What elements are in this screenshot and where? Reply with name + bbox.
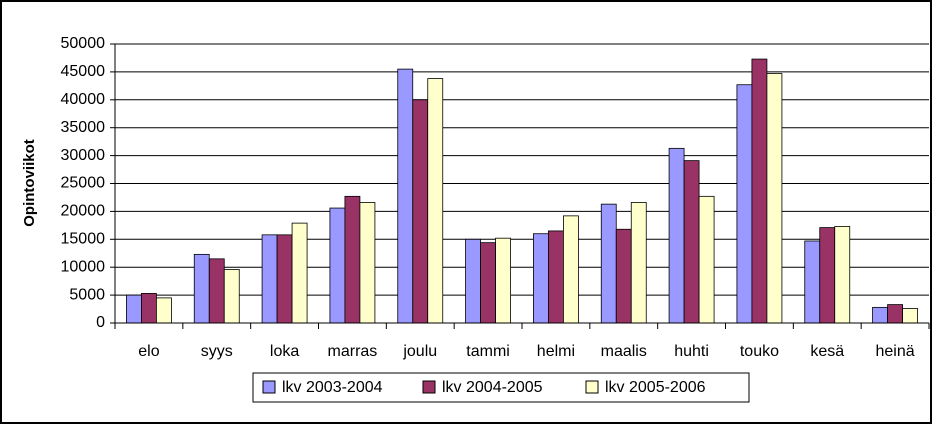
- bar: [141, 293, 157, 324]
- bar: [223, 269, 240, 324]
- bar: [480, 242, 496, 324]
- y-axis-title: Opintoviikot: [21, 139, 38, 227]
- bar: [412, 99, 429, 324]
- y-tick-label: 25000: [61, 175, 106, 192]
- x-tick-label: tammi: [466, 343, 510, 360]
- legend-label: lkv 2003-2004: [282, 379, 383, 396]
- x-tick-label: syys: [201, 343, 233, 360]
- bar: [329, 207, 346, 324]
- bar: [533, 233, 549, 324]
- legend-label: lkv 2004-2005: [442, 379, 543, 396]
- bar: [548, 230, 564, 324]
- y-tick-label: 40000: [61, 91, 106, 108]
- bar: [668, 147, 685, 324]
- legend-swatch: [422, 380, 436, 394]
- bar: [887, 304, 903, 324]
- x-tick-label: huhti: [674, 343, 709, 360]
- bar: [819, 227, 836, 324]
- bar: [208, 258, 225, 324]
- y-tick-label: 0: [96, 314, 105, 331]
- bar: [156, 297, 172, 324]
- x-tick-label: joulu: [402, 343, 437, 360]
- bar: [465, 238, 481, 324]
- bar: [427, 78, 444, 324]
- legend-label: lkv 2005-2006: [605, 379, 706, 396]
- bar: [276, 234, 293, 324]
- bar: [397, 68, 414, 324]
- bar: [261, 234, 278, 324]
- bar: [683, 160, 700, 324]
- bar: [344, 195, 361, 324]
- y-tick-label: 10000: [61, 258, 106, 275]
- y-tick-label: 5000: [69, 286, 105, 303]
- bar: [698, 195, 715, 324]
- y-tick-label: 20000: [61, 203, 106, 220]
- bar: [126, 294, 142, 324]
- y-tick-label: 15000: [61, 231, 106, 248]
- x-tick-label: heinä: [876, 343, 915, 360]
- legend-swatch: [585, 380, 599, 394]
- x-tick-label: kesä: [810, 343, 844, 360]
- y-tick-label: 50000: [61, 35, 106, 52]
- y-tick-label: 35000: [61, 119, 106, 136]
- y-tick-label: 30000: [61, 147, 106, 164]
- bar: [804, 240, 821, 324]
- legend-swatch: [262, 380, 276, 394]
- bar: [359, 202, 376, 324]
- bar: [630, 202, 647, 324]
- bar: [563, 215, 579, 324]
- x-tick-label: touko: [740, 343, 779, 360]
- y-tick-label: 45000: [61, 63, 106, 80]
- bar: [766, 73, 783, 324]
- bar: [495, 237, 511, 324]
- bar: [834, 226, 851, 324]
- bar: [615, 228, 632, 324]
- bar: [600, 203, 617, 324]
- bar: [291, 222, 308, 324]
- x-tick-label: marras: [328, 343, 378, 360]
- bar: [872, 306, 888, 324]
- x-tick-label: loka: [270, 343, 299, 360]
- bar: [751, 58, 768, 324]
- x-tick-label: elo: [138, 343, 159, 360]
- bar: [902, 308, 918, 324]
- legend-box: [252, 372, 750, 403]
- bar: [193, 253, 210, 324]
- x-tick-label: maalis: [601, 343, 647, 360]
- x-tick-label: helmi: [537, 343, 575, 360]
- bar: [736, 84, 753, 324]
